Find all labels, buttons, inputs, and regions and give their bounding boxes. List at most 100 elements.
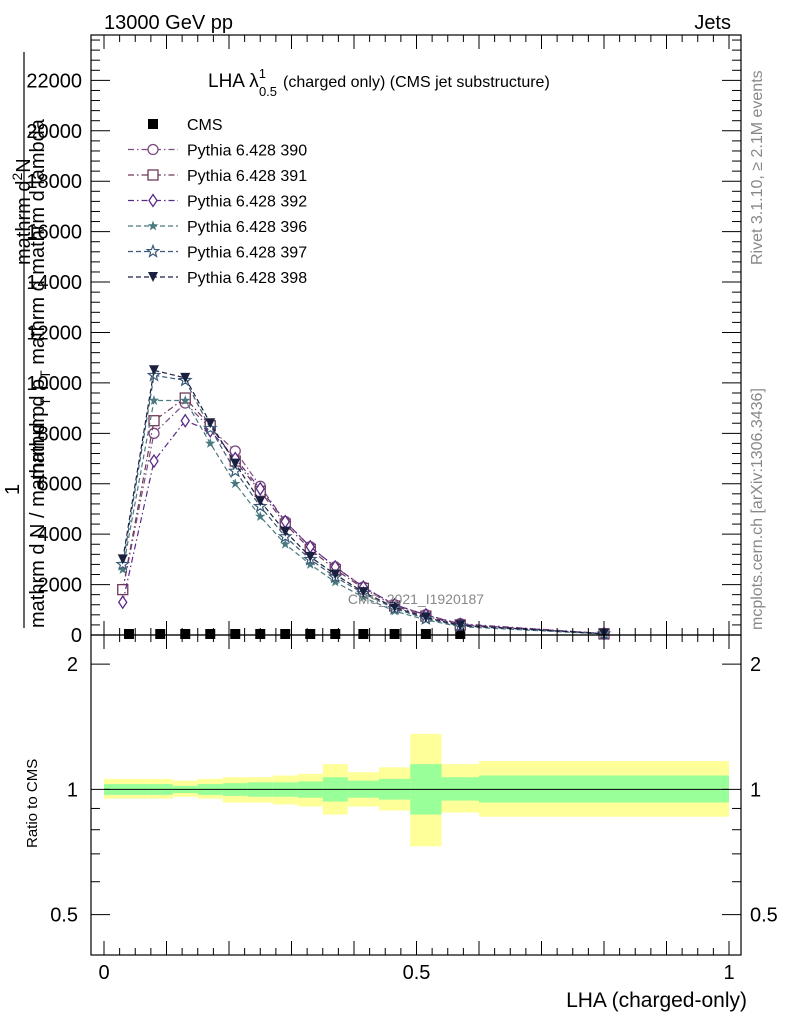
- data-point: [117, 583, 129, 596]
- data-point: [280, 526, 291, 537]
- data-point: [455, 620, 466, 631]
- data-point: [117, 564, 128, 574]
- legend-label: Pythia 6.428 398: [187, 270, 307, 287]
- x-tick-label: 0: [98, 962, 109, 984]
- y-title-one: 1: [2, 484, 24, 495]
- plot-title: LHA λ1 0.5(charged only) (CMS jet substru…: [208, 66, 550, 99]
- ratio-y-tick-label-right: 2: [750, 654, 761, 676]
- series-line: [122, 399, 605, 635]
- legend-label: Pythia 6.428 397: [187, 245, 307, 262]
- mcplots-reference-label: mcplots.cern.ch [arXiv:1306.3436]: [749, 388, 766, 630]
- x-tick-label: 1: [723, 962, 734, 984]
- data-point: [117, 554, 128, 565]
- main-y-tick-label: 2000: [38, 575, 83, 597]
- main-y-tick-label: 16000: [26, 222, 82, 244]
- data-point: [149, 453, 159, 469]
- data-point: [149, 365, 159, 376]
- data-point: [255, 496, 266, 507]
- data-point: [180, 628, 191, 639]
- main-y-tick-label: 8000: [38, 423, 83, 445]
- data-point: [330, 628, 341, 639]
- rivet-version-label: Rivet 3.1.10, ≥ 2.1M events: [749, 70, 766, 265]
- legend-entry: Pythia 6.428 391: [128, 168, 307, 185]
- x-axis: 0 0.5 1: [98, 635, 735, 984]
- legend-label: CMS: [187, 117, 223, 134]
- ratio-y-tick-label: 0.5: [50, 905, 78, 927]
- data-point: [420, 628, 431, 639]
- legend-marker: [148, 272, 158, 282]
- data-point: [358, 587, 369, 598]
- main-y-axis-title: mathrm d2N mathrm d pT mathrm d mathrm d…: [2, 52, 53, 628]
- data-point: [155, 628, 166, 639]
- header-energy-label: 13000 GeV pp: [104, 12, 233, 34]
- data-point: [389, 602, 400, 613]
- ratio-inner-band-bin: [441, 777, 479, 801]
- ratio-y-axis: 0.5 0.5 1 1 2 2: [50, 654, 778, 927]
- data-point: [148, 395, 160, 405]
- main-y-axis: 0 2000 4000 6000 8000 10000 12000 14000 16000 180…: [26, 39, 741, 647]
- main-y-tick-label: 10000: [26, 373, 82, 395]
- main-y-tick-label: 22000: [26, 70, 82, 92]
- legend-entry: CMS: [148, 117, 223, 134]
- main-y-tick-label: 6000: [38, 474, 83, 496]
- data-point: [358, 628, 369, 639]
- legend-marker: [145, 243, 161, 258]
- data-point: [255, 511, 266, 521]
- data-point: [124, 628, 134, 639]
- legend-label: Pythia 6.428 390: [187, 143, 307, 160]
- main-y-tick-label: 18000: [26, 171, 82, 193]
- legend: CMS Pythia 6.428 390 Pythia 6.428 391 Pythi…: [128, 117, 307, 287]
- data-point: [455, 628, 466, 639]
- data-point: [180, 395, 191, 405]
- legend-entry: Pythia 6.428 398: [128, 270, 307, 287]
- ratio-y-tick-label: 2: [67, 654, 78, 676]
- legend-entry: Pythia 6.428 396: [128, 219, 307, 236]
- legend-label: Pythia 6.428 396: [187, 219, 307, 236]
- x-tick-label: 0.5: [403, 962, 431, 984]
- legend-entry: Pythia 6.428 390: [128, 143, 307, 160]
- main-series-layer: [115, 365, 612, 641]
- main-y-tick-label: 0: [71, 625, 82, 647]
- legend-label: Pythia 6.428 392: [187, 194, 307, 211]
- data-point: [389, 628, 400, 639]
- x-axis-title: LHA (charged-only): [566, 989, 747, 1012]
- data-point: [230, 628, 241, 639]
- data-point: [180, 413, 191, 428]
- analysis-watermark: CMS_2021_I1920187: [348, 591, 484, 607]
- y-title-denominator: mathrm d N / mathrm d pT: [27, 397, 53, 628]
- header-process-label: Jets: [694, 12, 731, 34]
- data-point: [305, 551, 316, 562]
- legend-marker: [148, 119, 158, 129]
- legend-entry: Pythia 6.428 392: [128, 193, 307, 211]
- data-point: [420, 612, 431, 623]
- main-y-tick-label: 4000: [38, 524, 83, 546]
- ratio-plot-panel: 0.5 0.51 12 2 0 0.5 1 Ratio to CMS LHA (charg…: [24, 634, 778, 1012]
- main-y-tick-label: 12000: [26, 322, 82, 344]
- main-plot-panel: 0 2000 4000 6000 8000 10000 12000 14000 16000 180…: [2, 34, 742, 647]
- data-point: [148, 415, 160, 427]
- legend-label: Pythia 6.428 391: [187, 168, 307, 185]
- data-point: [148, 427, 160, 439]
- data-point: [280, 538, 291, 549]
- data-point: [255, 481, 266, 496]
- data-point: [305, 558, 316, 569]
- legend-marker: [147, 220, 159, 231]
- legend-marker: [147, 169, 159, 181]
- data-point: [330, 569, 341, 580]
- data-point: [205, 418, 216, 429]
- data-point: [117, 595, 128, 610]
- series-line: [122, 369, 605, 635]
- legend-marker: [147, 143, 159, 156]
- main-y-tick-label: 20000: [26, 121, 82, 143]
- main-x-axis-ticks: [103, 35, 730, 635]
- ratio-y-tick-label-right: 1: [750, 779, 761, 801]
- main-y-tick-label: 14000: [26, 272, 82, 294]
- data-point: [205, 628, 216, 639]
- data-point: [280, 628, 291, 639]
- ratio-y-tick-label-right: 0.5: [750, 905, 778, 927]
- data-point: [305, 628, 316, 639]
- legend-marker: [148, 193, 158, 208]
- data-point: [230, 458, 241, 469]
- ratio-y-tick-label: 1: [67, 779, 78, 801]
